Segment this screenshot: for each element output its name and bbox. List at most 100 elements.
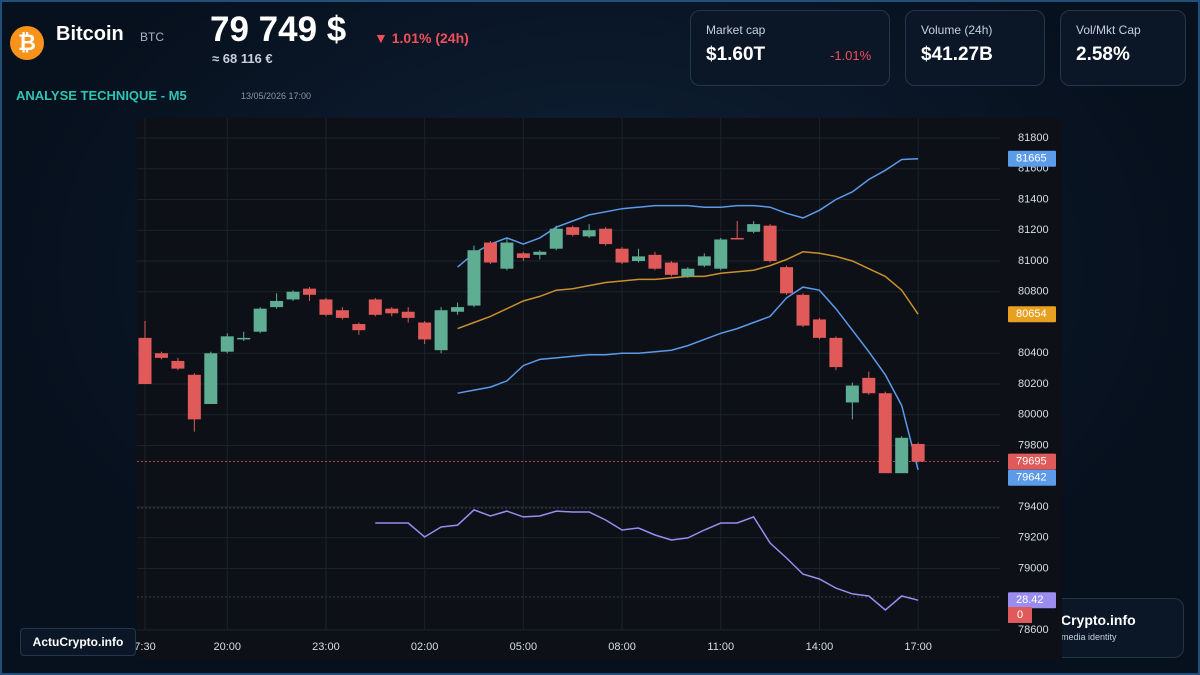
volume-tag-bg <box>1008 607 1032 623</box>
brand-card: Crypto.info media identity <box>1040 598 1184 658</box>
candle-body <box>270 300 284 308</box>
candle-body <box>516 253 530 258</box>
y-tick-label: 80000 <box>1018 409 1049 421</box>
candle-body <box>319 299 333 315</box>
price-change: ▼ 1.01% (24h) <box>374 30 469 46</box>
stat-change: -1.01% <box>830 48 872 63</box>
candle-body <box>451 307 465 312</box>
candle-body <box>253 308 267 332</box>
y-tick-label: 81200 <box>1018 224 1049 236</box>
stat-value: $41.27B <box>921 44 993 65</box>
price-eur: ≈ 68 116 € <box>212 51 273 66</box>
volume-tag: 0 <box>1017 609 1023 621</box>
candle-body <box>237 337 251 340</box>
candle-body <box>632 256 645 261</box>
price-tag-bg <box>1008 453 1056 470</box>
price-tag: 28.42 <box>1016 594 1044 606</box>
candle-body <box>845 385 859 403</box>
y-tick-label: 80800 <box>1018 286 1049 298</box>
stat-card: Volume (24h) $41.27B <box>905 10 1045 86</box>
candle-body <box>664 262 678 275</box>
candle-body <box>911 443 925 462</box>
indicator-line <box>457 158 919 268</box>
candle-body <box>878 393 892 474</box>
candle-body <box>418 322 432 340</box>
stat-card: Vol/Mkt Cap 2.58% <box>1060 10 1186 86</box>
indicator-line <box>457 286 919 470</box>
price-tag: 80654 <box>1016 308 1047 320</box>
timestamp: 13/05/2026 17:00 <box>241 91 312 101</box>
brand-sub: media identity <box>1061 632 1117 642</box>
candle-body <box>434 310 448 351</box>
brand-title: Crypto.info <box>1061 612 1136 628</box>
candle-body <box>796 294 810 326</box>
candle-body <box>697 256 711 266</box>
coin-name: Bitcoin <box>56 23 124 45</box>
price-tag-bg <box>1008 306 1056 323</box>
candle-body <box>352 324 366 331</box>
candle-body <box>714 239 728 269</box>
x-tick-label: 05:00 <box>510 641 538 653</box>
y-tick-label: 81400 <box>1018 193 1049 205</box>
candle-body <box>533 251 547 255</box>
candle-body <box>895 437 909 474</box>
candle-body <box>549 228 563 249</box>
x-tick-label: 17:00 <box>904 641 932 653</box>
candle-body <box>763 225 777 261</box>
x-tick-label: 7:30 <box>134 641 155 653</box>
candle-body <box>829 337 843 368</box>
candle-body <box>335 310 349 318</box>
candle-body <box>582 230 596 237</box>
watermark: ActuCrypto.info <box>20 628 136 656</box>
y-tick-label: 78600 <box>1018 624 1049 636</box>
candle-body <box>599 228 613 245</box>
y-tick-label: 79000 <box>1018 562 1049 574</box>
candle-body <box>401 311 415 318</box>
x-tick-label: 20:00 <box>213 641 241 653</box>
candle-body <box>467 250 481 306</box>
stat-card: Market cap $1.60T -1.01% <box>690 10 890 86</box>
stat-value: $1.60T <box>706 44 766 65</box>
price-tag: 79642 <box>1016 472 1047 484</box>
candle-body <box>171 360 185 369</box>
price-tag: 81665 <box>1016 153 1047 165</box>
candle-body <box>187 374 201 420</box>
candle-body <box>483 242 497 263</box>
stat-value: 2.58% <box>1076 44 1130 65</box>
candle-body <box>648 254 662 269</box>
candle-body <box>385 308 399 314</box>
candle-body <box>154 353 168 358</box>
candle-body <box>138 337 152 384</box>
price-tag-bg <box>1008 469 1056 486</box>
x-tick-label: 23:00 <box>312 641 340 653</box>
price-tag: 79695 <box>1016 456 1047 468</box>
price: 79 749 $ <box>210 10 347 49</box>
price-tag-bg <box>1008 592 1056 609</box>
y-tick-label: 81000 <box>1018 255 1049 267</box>
candle-body <box>730 237 744 240</box>
stat-label: Market cap <box>706 23 766 37</box>
y-tick-label: 79200 <box>1018 532 1049 544</box>
candle-body <box>615 248 629 263</box>
section-title: ANALYSE TECHNIQUE - M5 <box>16 88 187 103</box>
candle-body <box>303 288 316 295</box>
y-tick-label: 81800 <box>1018 132 1049 144</box>
x-tick-label: 14:00 <box>806 641 834 653</box>
candle-body <box>204 353 218 404</box>
y-tick-label: 79400 <box>1018 501 1049 513</box>
candle-body <box>368 299 382 315</box>
candle-body <box>220 336 234 352</box>
stat-label: Volume (24h) <box>921 23 993 37</box>
stat-label: Vol/Mkt Cap <box>1076 23 1141 37</box>
candle-body <box>681 268 695 277</box>
candle-body <box>286 291 300 300</box>
indicator-line <box>375 509 919 611</box>
coin-symbol: BTC <box>140 30 164 44</box>
y-tick-label: 79800 <box>1018 439 1049 451</box>
price-tag-bg <box>1008 150 1056 167</box>
y-tick-label: 80200 <box>1018 378 1049 390</box>
plot-bg <box>137 118 1062 660</box>
candle-body <box>812 319 826 338</box>
